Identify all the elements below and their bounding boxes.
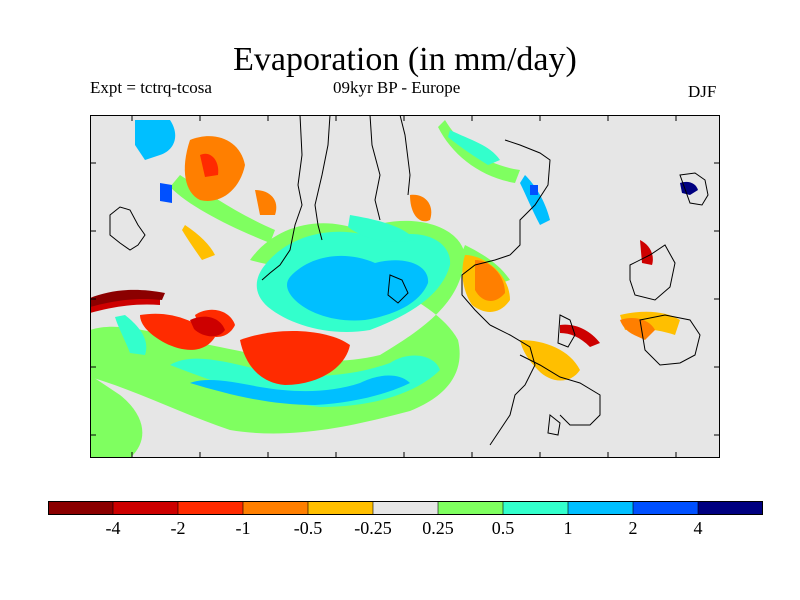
colorbar-swatch bbox=[48, 501, 114, 515]
colorbar-swatch bbox=[568, 501, 634, 515]
colorbar-swatch bbox=[373, 501, 439, 515]
colorbar-tick-label: -4 bbox=[105, 518, 121, 538]
colorbar-tick-label: -2 bbox=[170, 518, 186, 538]
experiment-label: Expt = tctrq-tcosa bbox=[90, 78, 212, 97]
colorbar-swatch bbox=[503, 501, 569, 515]
colorbar-tick-label: -1 bbox=[235, 518, 251, 538]
colorbar-tick-label: 4 bbox=[693, 518, 703, 538]
colorbar-swatch bbox=[113, 501, 179, 515]
field-blue bbox=[160, 183, 538, 203]
colorbar-swatch bbox=[243, 501, 309, 515]
evaporation-map bbox=[90, 115, 720, 458]
colorbar-swatch bbox=[178, 501, 244, 515]
colorbar-frame bbox=[48, 501, 763, 515]
colorbar-swatch bbox=[633, 501, 699, 515]
map-ticks bbox=[90, 115, 720, 458]
field-lightblue bbox=[135, 120, 550, 405]
field-navy bbox=[680, 181, 698, 195]
period-region-label: 09kyr BP - Europe bbox=[333, 78, 461, 97]
season-label: DJF bbox=[688, 82, 717, 101]
colorbar-tick-label: -0.5 bbox=[293, 518, 323, 538]
colorbar bbox=[48, 501, 763, 515]
map-title: Evaporation (in mm/day) bbox=[233, 41, 577, 78]
coastlines bbox=[109, 115, 709, 446]
colorbar-tick-label: 1 bbox=[563, 518, 573, 538]
colorbar-tick-label: 2 bbox=[628, 518, 638, 538]
colorbar-swatch bbox=[308, 501, 374, 515]
colorbar-tick-label: -0.25 bbox=[354, 518, 392, 538]
map-frame bbox=[90, 115, 720, 458]
colorbar-swatch bbox=[438, 501, 504, 515]
colorbar-tick-label: 0.25 bbox=[422, 518, 454, 538]
field-maroon bbox=[90, 289, 165, 307]
colorbar-swatch bbox=[698, 501, 763, 515]
colorbar-tick-label: 0.5 bbox=[491, 518, 515, 538]
